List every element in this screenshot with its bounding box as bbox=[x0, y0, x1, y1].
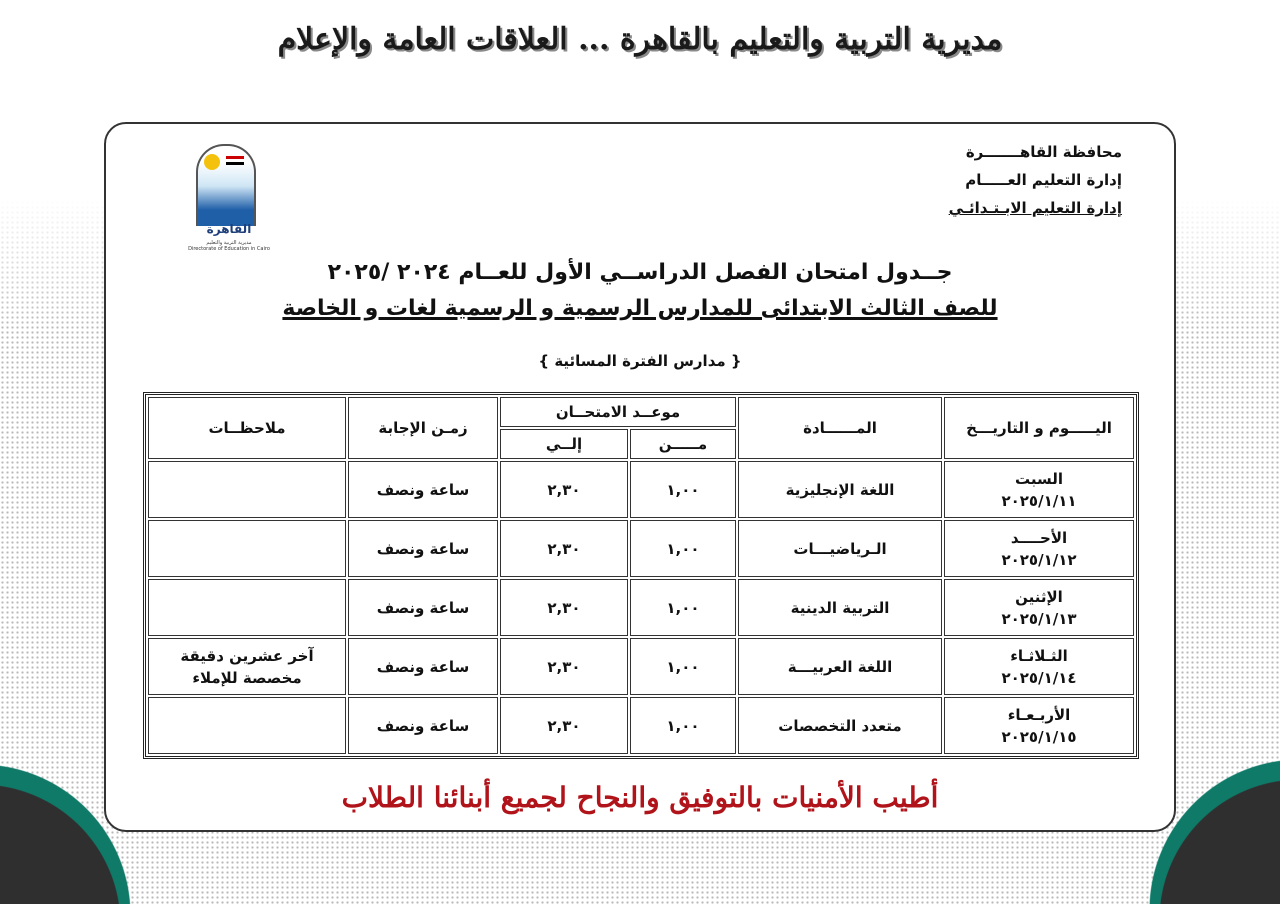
cell-from: ١,٠٠ bbox=[630, 461, 736, 518]
cell-to: ٢,٣٠ bbox=[500, 461, 628, 518]
schedule-title: جــدول امتحان الفصل الدراســي الأول للعـ… bbox=[327, 260, 953, 285]
cell-day-date: الإثنين ٢٠٢٥/١/١٣ bbox=[944, 579, 1134, 636]
cell-notes bbox=[148, 697, 346, 754]
header-from: مـــــن bbox=[630, 429, 736, 459]
cell-subject: الـرياضيـــات bbox=[738, 520, 942, 577]
schedule-subtitle: للصف الثالث الابتدائى للمدارس الرسمية و … bbox=[282, 296, 998, 321]
cell-subject: اللغة الإنجليزية bbox=[738, 461, 942, 518]
cell-duration: ساعة ونصف bbox=[348, 579, 498, 636]
footer-wishes: أطيب الأمنيات بالتوفيق والنجاح لجميع أبن… bbox=[341, 781, 939, 814]
logo-title: القاهرة bbox=[206, 222, 252, 236]
document-card: محافظة القاهـــــــرة إدارة التعليم العـ… bbox=[104, 122, 1176, 832]
directorate-logo: القاهرة مديرية التربية والتعليم Directora… bbox=[174, 144, 284, 254]
table-row: الثـلاثـاء ٢٠٢٥/١/١٤ اللغة العربيـــة ١,٠٠ ٢… bbox=[148, 638, 1134, 695]
table-row: الأربـعـاء ٢٠٢٥/١/١٥ متعدد التخصصات ١,٠٠ ٢,٣… bbox=[148, 697, 1134, 754]
header-subject: المــــــادة bbox=[738, 397, 942, 459]
table-row: الإثنين ٢٠٢٥/١/١٣ التربية الدينية ١,٠٠ ٢,٣٠ س… bbox=[148, 579, 1134, 636]
cell-to: ٢,٣٠ bbox=[500, 579, 628, 636]
banner-title: مديرية التربية والتعليم بالقاهرة ... الع… bbox=[277, 22, 1003, 57]
logo-subtitle: مديرية التربية والتعليم Directorate of Ed… bbox=[188, 240, 270, 252]
header-to: إلــي bbox=[500, 429, 628, 459]
cell-notes bbox=[148, 579, 346, 636]
header-notes: ملاحظــات bbox=[148, 397, 346, 459]
cell-subject: متعدد التخصصات bbox=[738, 697, 942, 754]
cell-to: ٢,٣٠ bbox=[500, 638, 628, 695]
org-line: إدارة التعليم العـــــام bbox=[965, 171, 1122, 189]
org-line: محافظة القاهـــــــرة bbox=[965, 143, 1122, 161]
cell-day-date: الثـلاثـاء ٢٠٢٥/١/١٤ bbox=[944, 638, 1134, 695]
header-duration: زمـن الإجابة bbox=[348, 397, 498, 459]
cell-notes: آخر عشرين دقيقة مخصصة للإملاء bbox=[148, 638, 346, 695]
cell-to: ٢,٣٠ bbox=[500, 697, 628, 754]
table-row: السبت ٢٠٢٥/١/١١ اللغة الإنجليزية ١,٠٠ ٢,٣٠ سا… bbox=[148, 461, 1134, 518]
cell-notes bbox=[148, 520, 346, 577]
exam-schedule-table: اليـــــوم و التاريـــخ المــــــادة موع… bbox=[143, 392, 1139, 759]
header-day: اليـــــوم و التاريـــخ bbox=[944, 397, 1134, 459]
cell-from: ١,٠٠ bbox=[630, 697, 736, 754]
cell-notes bbox=[148, 461, 346, 518]
table-row: الأحــــد ٢٠٢٥/١/١٢ الـرياضيـــات ١,٠٠ ٢,٣٠ س… bbox=[148, 520, 1134, 577]
cell-to: ٢,٣٠ bbox=[500, 520, 628, 577]
cell-from: ١,٠٠ bbox=[630, 579, 736, 636]
cell-duration: ساعة ونصف bbox=[348, 520, 498, 577]
organization-block: محافظة القاهـــــــرة إدارة التعليم العـ… bbox=[949, 138, 1122, 222]
header-exam-time: موعــد الامتحــان bbox=[500, 397, 736, 427]
cell-duration: ساعة ونصف bbox=[348, 697, 498, 754]
cell-duration: ساعة ونصف bbox=[348, 461, 498, 518]
cell-duration: ساعة ونصف bbox=[348, 638, 498, 695]
cell-from: ١,٠٠ bbox=[630, 638, 736, 695]
period-label: { مدارس الفترة المسائية } bbox=[538, 352, 742, 370]
cell-subject: اللغة العربيـــة bbox=[738, 638, 942, 695]
cell-from: ١,٠٠ bbox=[630, 520, 736, 577]
cell-day-date: الأحــــد ٢٠٢٥/١/١٢ bbox=[944, 520, 1134, 577]
cell-subject: التربية الدينية bbox=[738, 579, 942, 636]
cell-day-date: السبت ٢٠٢٥/١/١١ bbox=[944, 461, 1134, 518]
org-line: إدارة التعليم الابـتـدائـي bbox=[948, 199, 1122, 217]
cell-day-date: الأربـعـاء ٢٠٢٥/١/١٥ bbox=[944, 697, 1134, 754]
